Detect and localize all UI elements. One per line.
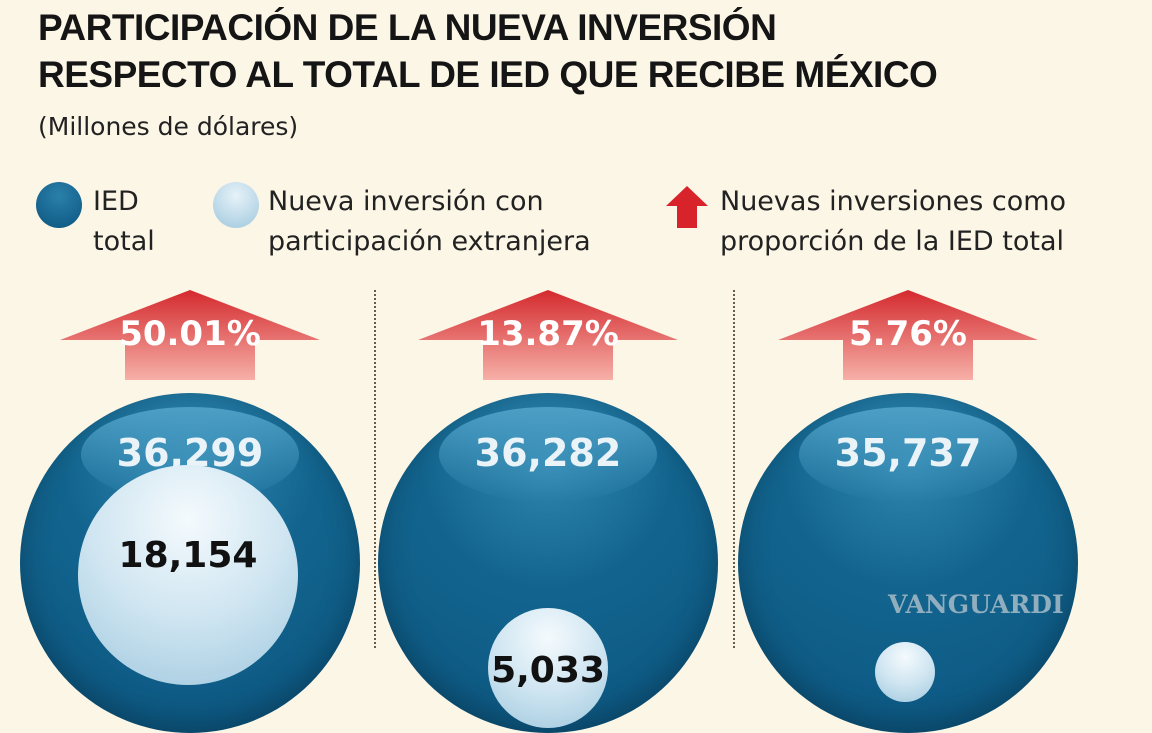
divider <box>733 290 735 648</box>
proportion-label: 5.76% <box>849 314 967 354</box>
bubble-gloss <box>799 406 1017 502</box>
up-arrow-icon <box>778 290 1038 380</box>
title-line-1: PARTICIPACIÓN DE LA NUEVA INVERSIÓN <box>38 7 777 48</box>
bubble-gloss <box>439 406 657 502</box>
legend-nueva-inversion-swatch <box>213 182 259 228</box>
legend-label: IED <box>93 186 139 217</box>
proportion-arrow: 50.01% <box>60 290 320 380</box>
chart-title: PARTICIPACIÓN DE LA NUEVA INVERSIÓN RESP… <box>38 4 938 98</box>
legend-proporcion: Nuevas inversiones como proporción de la… <box>720 182 1066 262</box>
legend-ied-total-swatch <box>36 182 82 228</box>
ied-total-value: 36,282 <box>474 431 622 475</box>
proportion-arrow: 13.87% <box>418 290 678 380</box>
proportion-arrow: 5.76% <box>778 290 1038 380</box>
nueva-inversion-bubble: 5,033 <box>488 608 608 728</box>
legend-label: participación extranjera <box>268 226 591 257</box>
legend-nueva-inversion: Nueva inversión con participación extran… <box>268 182 591 262</box>
legend-label: Nueva inversión con <box>268 186 544 217</box>
nueva-inversion-value: 5,033 <box>491 650 605 691</box>
legend-label: total <box>93 226 155 257</box>
nueva-inversion-bubble <box>875 642 935 702</box>
ied-total-value: 35,737 <box>834 431 982 475</box>
watermark: VANGUARDI <box>888 590 1064 619</box>
legend-label: proporción de la IED total <box>720 226 1064 257</box>
legend-red-arrow-icon <box>666 186 708 228</box>
up-arrow-icon <box>418 290 678 380</box>
units-subtitle: (Millones de dólares) <box>38 112 299 141</box>
nueva-inversion-value: 18,154 <box>118 535 258 576</box>
nueva-inversion-bubble: 18,154 <box>78 465 298 685</box>
proportion-label: 13.87% <box>477 314 619 354</box>
title-line-2: RESPECTO AL TOTAL DE IED QUE RECIBE MÉXI… <box>38 54 938 95</box>
divider <box>374 290 376 648</box>
up-arrow-icon <box>60 290 320 380</box>
legend-label: Nuevas inversiones como <box>720 186 1067 217</box>
proportion-label: 50.01% <box>119 314 261 354</box>
legend-ied-total: IED total <box>93 182 155 262</box>
